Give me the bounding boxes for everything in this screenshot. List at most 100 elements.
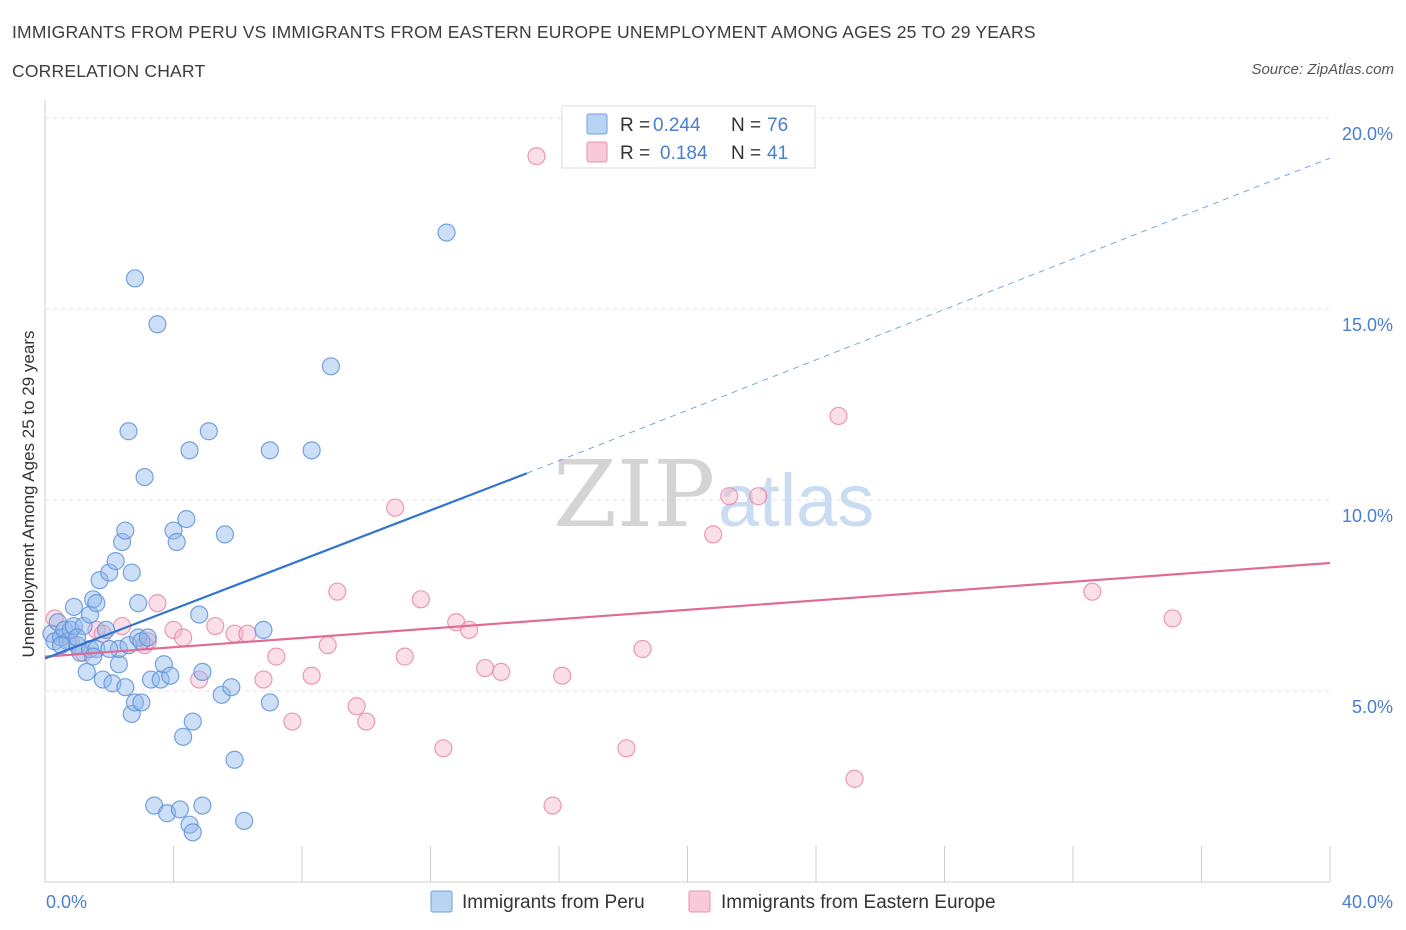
y-tick-label: 10.0%: [1342, 506, 1393, 526]
y-tick-label: 20.0%: [1342, 124, 1393, 144]
eastern-europe-point: [318, 636, 337, 655]
peru-point: [100, 639, 119, 659]
legend-n-value-peru: 76: [767, 115, 788, 136]
eastern-europe-point: [302, 666, 321, 685]
eastern-europe-point: [434, 739, 453, 758]
peru-point: [112, 532, 132, 552]
chart-subtitle: CORRELATION CHART: [12, 61, 206, 81]
legend-r-label-peru: R =: [620, 115, 650, 136]
eastern-europe-point: [1083, 582, 1102, 601]
peru-point: [125, 269, 145, 288]
bottom-legend-label-peru: Immigrants from Peru: [462, 892, 645, 913]
eastern-europe-point: [845, 769, 864, 788]
peru-point: [119, 422, 138, 441]
y-axis-title: Unemployment Among Ages 25 to 29 years: [19, 331, 38, 658]
legend-swatch-peru: [586, 113, 608, 135]
peru-point: [212, 685, 231, 704]
eastern-europe-point: [283, 712, 302, 731]
y-tick-labels: 5.0% 10.0% 15.0% 20.0%: [1342, 124, 1393, 717]
bottom-legend-swatch-peru: [430, 890, 453, 913]
peru-point: [254, 620, 273, 639]
eastern-europe-point: [206, 616, 225, 636]
peru-point: [116, 678, 135, 697]
watermark-zip: ZIP: [553, 441, 715, 548]
peru-point: [260, 693, 279, 712]
series-legend: Immigrants from Peru Immigrants from Eas…: [430, 890, 996, 913]
peru-point: [180, 441, 199, 460]
legend-r-value-peru: 0.244: [653, 115, 701, 136]
peru-point: [141, 670, 161, 689]
peru-point: [64, 597, 84, 617]
peru-point: [154, 655, 173, 674]
legend-r-label-eastern-europe: R =: [620, 143, 650, 164]
chart-source: Source: ZipAtlas.com: [1251, 61, 1394, 78]
eastern-europe-point: [254, 670, 273, 689]
peru-point: [161, 666, 180, 685]
peru-point: [109, 655, 128, 674]
bottom-legend-swatch-eastern-europe: [688, 890, 711, 913]
peru-point: [193, 662, 212, 682]
peru-point: [93, 670, 112, 689]
peru-point: [74, 616, 93, 636]
peru-point: [225, 750, 244, 769]
eastern-europe-point: [527, 147, 546, 166]
peru-point: [199, 422, 218, 441]
eastern-europe-point: [411, 590, 430, 609]
peru-point: [164, 521, 183, 540]
eastern-europe-point: [476, 658, 495, 678]
trend-line-peru: [44, 472, 528, 660]
eastern-europe-point: [829, 406, 848, 426]
watermark-atlas: atlas: [718, 459, 874, 542]
peru-point: [437, 223, 456, 242]
legend-n-label-peru: N =: [731, 115, 761, 136]
eastern-europe-point: [633, 639, 652, 659]
eastern-europe-point: [395, 647, 414, 666]
peru-point: [77, 662, 96, 682]
peru-point: [87, 594, 106, 613]
peru-point: [183, 712, 202, 731]
peru-point: [170, 800, 190, 819]
peru-point: [122, 563, 141, 582]
peru-point: [129, 594, 148, 613]
y-tick-label: 5.0%: [1352, 697, 1393, 717]
eastern-europe-point: [238, 624, 257, 643]
eastern-europe-point: [704, 525, 723, 544]
x-tick-label-max: 40.0%: [1342, 892, 1393, 912]
peru-point: [90, 571, 109, 590]
eastern-europe-point: [617, 739, 636, 758]
peru-point: [183, 823, 202, 842]
trend-line-eastern-europe: [44, 561, 1331, 658]
eastern-europe-point: [347, 697, 366, 716]
legend-n-value-eastern-europe: 41: [767, 143, 788, 164]
peru-point: [167, 532, 186, 552]
eastern-europe-point: [492, 662, 511, 682]
eastern-europe-point: [148, 594, 167, 613]
trend-lines: [44, 157, 1331, 660]
peru-point: [190, 605, 209, 624]
legend-r-value-eastern-europe: 0.184: [660, 143, 708, 164]
peru-point: [84, 647, 103, 666]
eastern-europe-point: [357, 712, 376, 731]
peru-point: [222, 678, 241, 697]
eastern-europe-point: [164, 620, 183, 639]
eastern-europe-point: [553, 666, 572, 685]
peru-point: [135, 467, 154, 487]
peru-point: [100, 563, 119, 582]
eastern-europe-point: [459, 620, 479, 639]
peru-point: [125, 693, 145, 712]
stats-legend: R = 0.244 N = 76 R = 0.184 N = 41: [561, 105, 816, 169]
peru-point: [235, 811, 254, 830]
trend-line-peru-extension: [526, 157, 1331, 474]
eastern-europe-point: [267, 647, 286, 666]
peru-point: [64, 616, 84, 636]
eastern-europe-point: [1163, 609, 1182, 628]
peru-point: [132, 693, 151, 712]
eastern-europe-point: [720, 487, 739, 506]
watermark: ZIP atlas: [553, 441, 874, 548]
eastern-europe-point: [386, 498, 405, 517]
eastern-europe-point: [174, 628, 193, 647]
peru-point: [215, 525, 234, 544]
peru-point: [260, 441, 279, 460]
peru-point: [148, 315, 167, 334]
peru-point: [174, 727, 193, 746]
